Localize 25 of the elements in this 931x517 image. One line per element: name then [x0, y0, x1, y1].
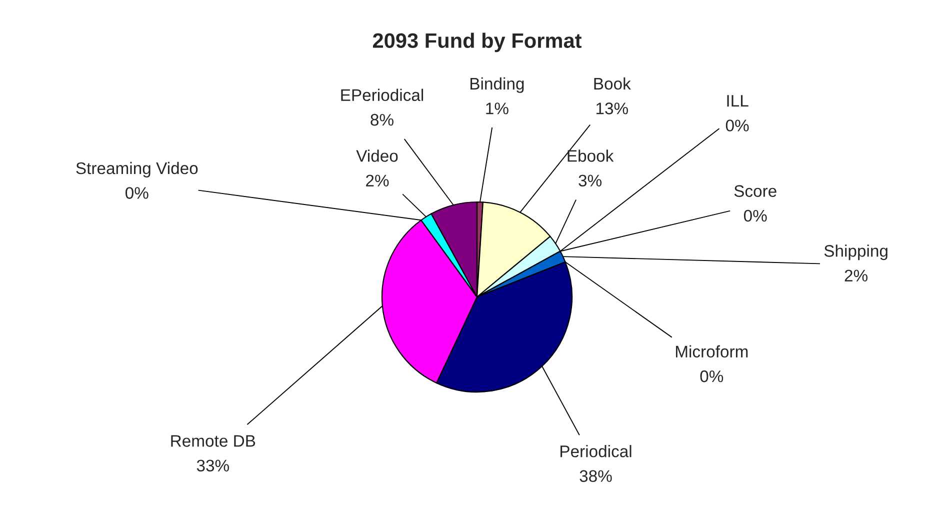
chart-title: 2093 Fund by Format [372, 32, 582, 52]
text: 0% [126, 187, 148, 199]
data-label: 8% [370, 114, 394, 126]
slice-label: Book [594, 77, 631, 90]
category-label: ILL [727, 95, 748, 107]
data-label: 2% [366, 174, 389, 186]
category-label: Streaming Video [76, 162, 198, 178]
slice-label: Ebook [568, 150, 614, 162]
slice-label: Video [356, 150, 398, 162]
data-label: 33% [196, 460, 229, 472]
data-label: 3% [578, 174, 602, 187]
data-label: 13% [596, 102, 628, 114]
slice-label: EPeriodical [341, 88, 424, 102]
category-label: Microform [676, 345, 748, 358]
text: 0% [700, 370, 724, 382]
slice-label: Remote DB [171, 435, 256, 447]
data-label: 1% [486, 102, 508, 114]
text: 0% [726, 120, 749, 132]
slice-label: Shipping [824, 244, 888, 260]
data-label: 38% [580, 470, 612, 482]
slice-label: Periodical [560, 445, 632, 458]
slice-label: Binding [470, 77, 524, 93]
text: 0% [744, 210, 767, 222]
category-label: Score [734, 185, 776, 197]
data-label: 2% [844, 270, 868, 282]
